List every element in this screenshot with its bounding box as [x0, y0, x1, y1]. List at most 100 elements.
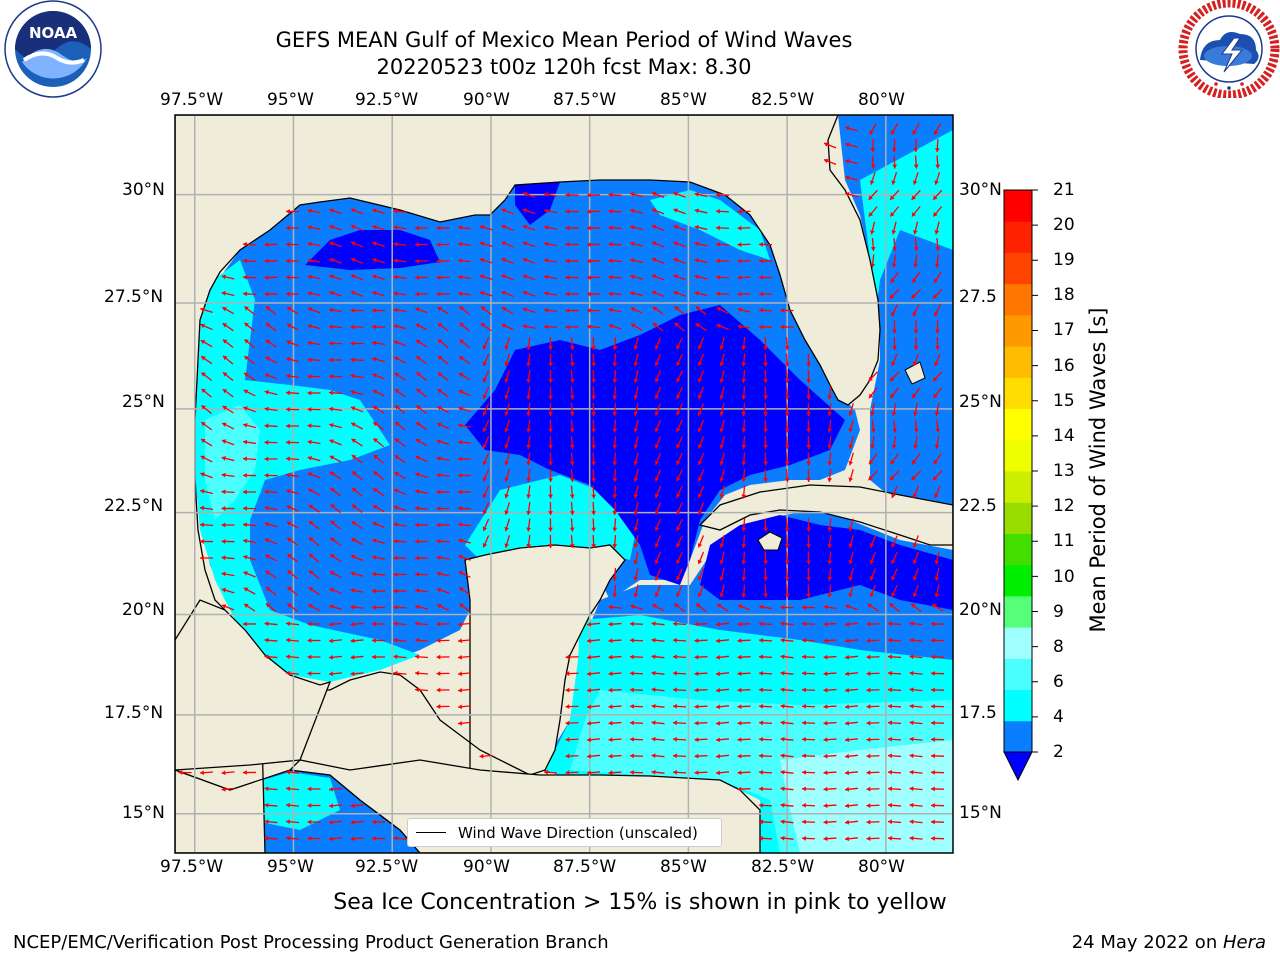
noaa-logo-text: NOAA [29, 24, 78, 42]
wind-arrow [823, 704, 837, 710]
wind-arrow [436, 472, 450, 478]
wind-arrow [934, 485, 941, 499]
wind-arrow [285, 456, 300, 462]
wind-arrow [308, 504, 320, 513]
wind-arrow [221, 604, 235, 611]
wind-arrow [651, 769, 665, 775]
wind-arrow [526, 468, 532, 483]
wind-arrow [891, 535, 898, 548]
wind-arrow [654, 452, 662, 466]
wind-arrow [716, 306, 729, 315]
wind-arrow [479, 224, 493, 231]
wind-arrow [866, 753, 880, 759]
wind-arrow [806, 518, 811, 532]
wind-arrow [586, 720, 601, 726]
wind-arrow [784, 534, 790, 549]
wind-arrow [526, 534, 532, 549]
wind-arrow [482, 419, 490, 433]
wind-arrow [416, 388, 427, 398]
wind-arrow [608, 671, 622, 677]
wind-arrow [436, 704, 450, 709]
wind-arrow [350, 324, 364, 330]
colorbar-segment [1004, 658, 1032, 691]
wind-arrow [780, 720, 794, 726]
wind-arrow [482, 370, 490, 383]
wind-arrow [719, 436, 725, 449]
wind-arrow [458, 538, 471, 544]
wind-arrow [823, 737, 837, 743]
wind-arrow [504, 452, 511, 466]
wind-arrow [697, 502, 705, 515]
wind-arrow [784, 584, 790, 598]
lon-label: 95°W [267, 90, 314, 110]
wind-arrow [633, 485, 639, 499]
map-frame [174, 114, 954, 854]
wind-arrow [715, 687, 730, 693]
wind-arrow [264, 406, 278, 412]
wind-arrow [630, 241, 643, 247]
wind-arrow [932, 288, 943, 300]
wind-arrow [737, 654, 751, 660]
wind-arrow [371, 621, 386, 627]
wind-arrow [911, 271, 921, 284]
wind-arrow [763, 402, 769, 417]
wind-arrow [715, 770, 730, 776]
wind-arrow [741, 336, 747, 351]
wind-arrow [307, 603, 321, 612]
wind-arrow [393, 572, 407, 577]
wind-arrow [264, 275, 278, 280]
wind-arrow [612, 435, 618, 450]
wind-arrow [591, 419, 597, 433]
wind-arrow [482, 535, 490, 548]
wind-arrow [307, 258, 321, 263]
wind-arrow [414, 258, 429, 264]
colorbar-segment [1004, 533, 1032, 566]
wind-arrow [591, 534, 597, 549]
wind-arrow [763, 584, 769, 598]
wind-arrow [823, 753, 837, 759]
legend-line-symbol [416, 832, 446, 833]
wind-arrow [501, 257, 514, 265]
wind-arrow [479, 257, 493, 264]
wind-arrow [651, 241, 665, 248]
wind-arrow [913, 237, 919, 252]
wind-arrow [806, 402, 811, 417]
wind-arrow [565, 753, 579, 759]
wind-arrow [221, 274, 235, 280]
wind-arrow [909, 835, 923, 841]
wind-arrow [482, 518, 490, 532]
wind-arrow [676, 370, 683, 383]
wind-arrow [329, 455, 342, 463]
wind-arrow [264, 505, 278, 511]
colorbar-tick-label: 21 [1053, 180, 1075, 200]
wind-arrow [784, 353, 790, 367]
wind-arrow [930, 836, 945, 841]
wind-arrow [565, 324, 579, 330]
wind-arrow [868, 470, 878, 481]
wind-arrow [848, 403, 854, 416]
wind-arrow [329, 537, 342, 546]
wind-arrow [350, 373, 364, 379]
wind-arrow [586, 753, 601, 759]
wind-arrow [737, 770, 751, 776]
wind-arrow [307, 439, 321, 445]
wind-arrow [480, 322, 492, 332]
wind-arrow [436, 587, 450, 594]
wind-arrow [823, 142, 837, 149]
wind-arrow [565, 258, 579, 264]
wind-arrow [780, 786, 794, 792]
wind-arrow [694, 654, 708, 660]
wind-arrow [457, 638, 472, 644]
wind-arrow [844, 737, 859, 743]
wind-arrow [715, 621, 730, 627]
wind-arrow [371, 588, 386, 594]
wind-arrow [548, 386, 553, 400]
colorbar-segment [1004, 408, 1032, 441]
wind-arrow [912, 353, 920, 367]
wind-arrow [482, 485, 490, 499]
wind-arrow [394, 471, 406, 480]
wind-arrow [329, 570, 342, 579]
wind-arrow [676, 502, 683, 515]
wind-arrow [629, 703, 644, 709]
